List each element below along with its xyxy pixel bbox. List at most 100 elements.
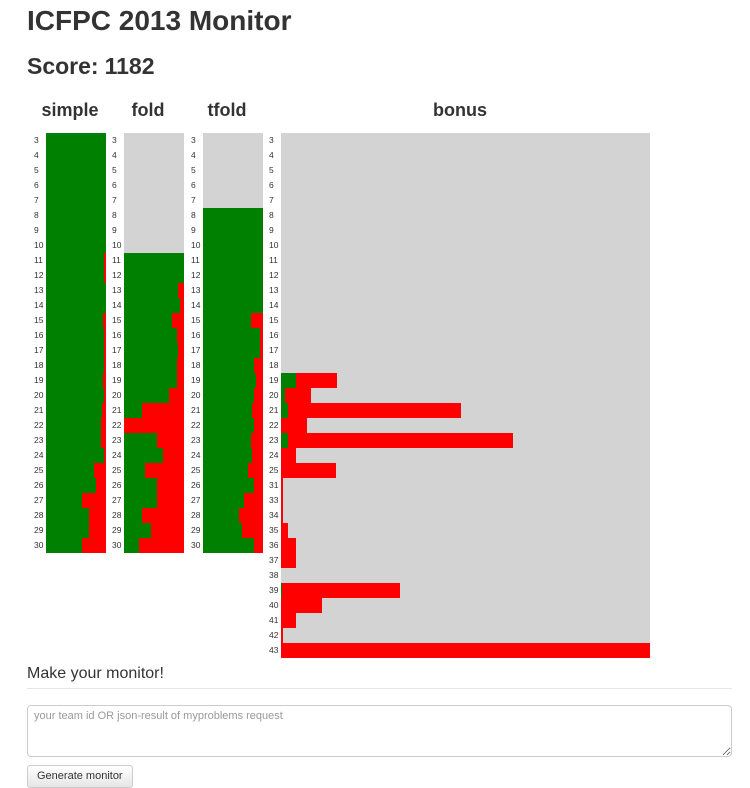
failed-segment <box>281 508 283 523</box>
size-label: 14 <box>112 300 122 310</box>
problem-bar <box>281 253 650 268</box>
problem-bar <box>281 163 650 178</box>
chart-row: 4 <box>191 148 263 163</box>
solved-segment <box>203 253 263 268</box>
failed-segment <box>104 448 106 463</box>
failed-segment <box>254 538 263 553</box>
chart-row: 43 <box>269 643 650 658</box>
size-label: 16 <box>112 330 122 340</box>
solved-segment <box>124 493 157 508</box>
failed-segment <box>96 478 106 493</box>
failed-segment <box>252 448 263 463</box>
problem-bar <box>46 298 106 313</box>
solved-segment <box>203 463 248 478</box>
size-label: 24 <box>112 450 122 460</box>
size-label: 18 <box>112 360 122 370</box>
chart-row: 26 <box>34 478 106 493</box>
solved-segment <box>124 253 184 268</box>
chart-bonus: 3 4 5 6 7 8 9 10 11 12 13 14 15 16 17 18 19 20 21 22 23 24 25 3… <box>269 133 650 658</box>
size-label: 20 <box>112 390 122 400</box>
chart-row: 7 <box>191 193 263 208</box>
size-label: 10 <box>191 240 201 250</box>
problem-bar <box>46 148 106 163</box>
chart-row: 9 <box>112 223 184 238</box>
chart-row: 4 <box>34 148 106 163</box>
problem-bar <box>46 538 106 553</box>
chart-row: 12 <box>269 268 650 283</box>
size-label: 7 <box>191 195 196 205</box>
failed-segment <box>103 313 106 328</box>
score-label: Score: <box>27 53 99 79</box>
problem-bar <box>203 328 263 343</box>
failed-segment <box>172 313 184 328</box>
chart-row: 4 <box>112 148 184 163</box>
size-label: 28 <box>191 510 201 520</box>
size-label: 10 <box>112 240 122 250</box>
failed-segment <box>82 493 106 508</box>
problem-bar <box>203 193 263 208</box>
team-id-input[interactable] <box>27 705 732 757</box>
failed-segment <box>281 463 336 478</box>
solved-segment <box>46 418 101 433</box>
size-label: 4 <box>191 150 196 160</box>
size-label: 10 <box>34 240 44 250</box>
problem-bar <box>203 253 263 268</box>
failed-segment <box>101 433 106 448</box>
solved-segment <box>124 508 142 523</box>
chart-row: 39 <box>269 583 650 598</box>
failed-segment <box>178 343 184 358</box>
problem-bar <box>124 193 184 208</box>
solved-segment <box>46 508 89 523</box>
failed-segment <box>242 523 263 538</box>
failed-segment <box>142 403 184 418</box>
chart-row: 22 <box>191 418 263 433</box>
solved-segment <box>46 148 106 163</box>
problem-bar <box>46 223 106 238</box>
problem-bar <box>46 478 106 493</box>
solved-segment <box>203 223 263 238</box>
chart-row: 23 <box>191 433 263 448</box>
failed-segment <box>281 478 283 493</box>
chart-row: 30 <box>112 538 184 553</box>
chart-row: 6 <box>34 178 106 193</box>
size-label: 13 <box>112 285 122 295</box>
problem-bar <box>281 358 650 373</box>
problem-bar <box>281 343 650 358</box>
failed-segment <box>281 538 296 553</box>
problem-bar <box>281 283 650 298</box>
size-label: 22 <box>191 420 201 430</box>
size-label: 15 <box>191 315 201 325</box>
chart-row: 5 <box>269 163 650 178</box>
chart-row: 19 <box>34 373 106 388</box>
chart-row: 11 <box>191 253 263 268</box>
size-label: 30 <box>191 540 201 550</box>
size-label: 8 <box>269 210 274 220</box>
solved-segment <box>46 208 106 223</box>
solved-segment <box>46 373 103 388</box>
problem-bar <box>124 208 184 223</box>
divider <box>27 688 732 689</box>
solved-segment <box>46 223 106 238</box>
size-label: 21 <box>112 405 122 415</box>
chart-row: 16 <box>112 328 184 343</box>
solved-segment <box>124 388 169 403</box>
problem-bar <box>203 478 263 493</box>
failed-segment <box>124 418 184 433</box>
failed-segment <box>254 388 263 403</box>
problem-bar <box>46 133 106 148</box>
problem-bar <box>124 388 184 403</box>
size-label: 12 <box>34 270 44 280</box>
problem-bar <box>46 403 106 418</box>
size-label: 3 <box>191 135 196 145</box>
size-label: 27 <box>191 495 201 505</box>
solved-segment <box>281 373 296 388</box>
chart-row: 11 <box>34 253 106 268</box>
chart-row: 18 <box>191 358 263 373</box>
size-label: 8 <box>112 210 117 220</box>
size-label: 43 <box>269 645 279 655</box>
chart-row: 3 <box>269 133 650 148</box>
size-label: 12 <box>191 270 201 280</box>
chart-row: 7 <box>34 193 106 208</box>
generate-monitor-button[interactable]: Generate monitor <box>27 765 133 788</box>
solved-segment <box>124 523 151 538</box>
